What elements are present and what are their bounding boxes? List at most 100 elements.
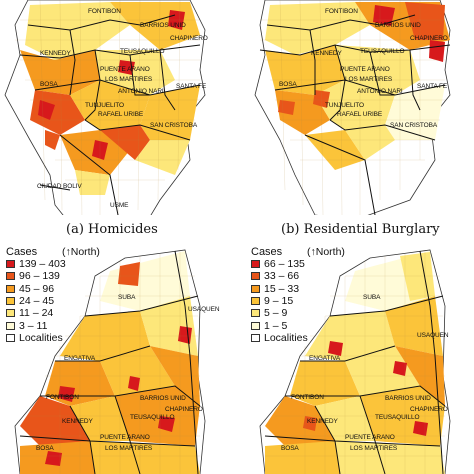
label-fontibon: FONTIBON xyxy=(88,8,121,15)
label-chapinero: CHAPINERO xyxy=(410,406,448,413)
label-tunjuelito: TUNJUELITO xyxy=(85,102,124,109)
legend-swatch xyxy=(6,321,15,330)
legend-bottom-left: Cases (↑North) 139 – 403 96 – 139 45 – 96 2… xyxy=(6,246,116,344)
label-rafael-uribe: RAFAEL URIBE xyxy=(337,111,383,118)
north-indicator: (↑North) xyxy=(307,246,345,258)
legend-title: Cases xyxy=(6,246,38,258)
map-panel-bottom-right: Cases (↑North) 66 – 135 33 – 66 15 – 33 9 –… xyxy=(245,246,474,474)
label-barrios-unidos: BARRIOS UNID xyxy=(385,395,431,402)
legend-swatch xyxy=(251,260,260,269)
legend-item: 15 – 33 xyxy=(251,283,361,295)
label-teusaquillo: TEUSAQUILLO xyxy=(130,414,175,421)
label-puente-aranda: PUENTE ARANO xyxy=(100,434,150,441)
label-antonio-narino: ANTONIO NARI xyxy=(357,88,403,95)
map-panel-residential-burglary: FONTIBON BARRIOS UNID CHAPINERO TEUSAQUI… xyxy=(245,0,474,215)
label-los-martires: LOS MARTIRES xyxy=(105,445,153,452)
bottom-left-map xyxy=(14,249,206,474)
legend-label: 5 – 9 xyxy=(264,307,288,320)
legend-swatch xyxy=(251,333,260,342)
legend-item: 24 – 45 xyxy=(6,295,116,307)
legend-swatch xyxy=(6,309,15,318)
bottom-right-map xyxy=(259,249,451,474)
homicides-map xyxy=(4,0,206,215)
north-indicator: (↑North) xyxy=(62,246,100,258)
legend-label: 11 – 24 xyxy=(19,307,54,320)
label-bosa: BOSA xyxy=(40,81,58,88)
label-los-martires: LOS MARTIRES xyxy=(345,76,393,83)
label-teusaquillo: TEUSAQUILLO xyxy=(120,48,165,55)
caption-residential-burglary: (b) Residential Burglary xyxy=(281,222,440,237)
legend-label: 24 – 45 xyxy=(19,295,55,308)
label-puente-aranda: PUENTE ARANO xyxy=(340,66,390,73)
legend-label: 9 – 15 xyxy=(264,295,294,308)
label-antonio-narino: ANTONIO NARI xyxy=(118,88,164,95)
legend-swatch xyxy=(251,284,260,293)
label-barrios-unidos: BARRIOS UNID xyxy=(140,395,186,402)
legend-item: 9 – 15 xyxy=(251,295,361,307)
label-suba: SUBA xyxy=(118,294,136,301)
label-teusaquillo: TEUSAQUILLO xyxy=(375,414,420,421)
burglary-choropleth xyxy=(265,2,450,170)
label-usaquen: USAQUEN xyxy=(188,306,220,313)
map-panel-bottom-left: Cases (↑North) 139 – 403 96 – 139 45 – 96 2… xyxy=(0,246,230,474)
legend-label: 33 – 66 xyxy=(264,270,300,283)
label-chapinero: CHAPINERO xyxy=(170,35,208,42)
label-kennedy: KENNEDY xyxy=(307,418,338,425)
label-santa-fe: SANTA FE xyxy=(417,83,448,90)
legend-label: Localities xyxy=(264,331,308,344)
label-teusaquillo: TEUSAQUILLO xyxy=(360,48,405,55)
label-engativa: ENGATIVA xyxy=(309,355,341,362)
legend-item: 3 – 11 xyxy=(6,319,116,332)
label-fontibon: FONTIBON xyxy=(291,394,324,401)
legend-item: 1 – 5 xyxy=(251,319,361,332)
label-san-cristobal: SAN CRISTOBA xyxy=(390,122,438,129)
legend-item: 33 – 66 xyxy=(251,270,361,282)
burglary-map xyxy=(254,0,451,215)
label-bosa: BOSA xyxy=(281,445,299,452)
legend-label: 1 – 5 xyxy=(264,319,288,332)
legend-label: 3 – 11 xyxy=(19,319,48,332)
legend-label: 96 – 139 xyxy=(19,270,60,283)
legend-title: Cases xyxy=(251,246,283,258)
legend-swatch xyxy=(6,333,15,342)
map-panel-homicides: FONTIBON BARRIOS UNID CHAPINERO TEUSAQUI… xyxy=(0,0,230,215)
legend-swatch xyxy=(6,284,15,293)
label-barrios-unidos: BARRIOS UNID xyxy=(140,22,186,29)
label-bosa: BOSA xyxy=(279,81,297,88)
legend-label: Localities xyxy=(19,331,63,344)
caption-homicides: (a) Homicides xyxy=(66,222,158,237)
bottom-left-choropleth xyxy=(20,251,200,474)
legend-bottom-right: Cases (↑North) 66 – 135 33 – 66 15 – 33 9 –… xyxy=(251,246,361,344)
legend-swatch xyxy=(251,309,260,318)
legend-item: 5 – 9 xyxy=(251,307,361,319)
label-chapinero: CHAPINERO xyxy=(165,406,203,413)
label-chapinero: CHAPINERO xyxy=(410,35,448,42)
legend-label: 139 – 403 xyxy=(19,258,66,271)
label-suba: SUBA xyxy=(363,294,381,301)
legend-swatch xyxy=(6,297,15,306)
label-usme: USME xyxy=(110,202,129,209)
label-fontibon: FONTIBON xyxy=(46,394,79,401)
label-puente-aranda: PUENTE ARANO xyxy=(100,66,150,73)
legend-item: 139 – 403 xyxy=(6,258,116,270)
legend-item: 45 – 96 xyxy=(6,283,116,295)
homicides-choropleth xyxy=(20,2,200,195)
label-kennedy: KENNEDY xyxy=(40,50,71,57)
legend-swatch xyxy=(251,297,260,306)
label-santa-fe: SANTA FE xyxy=(176,83,207,90)
label-rafael-uribe: RAFAEL URIBE xyxy=(98,111,144,118)
legend-swatch xyxy=(6,260,15,269)
legend-item: 11 – 24 xyxy=(6,307,116,319)
label-los-martires: LOS MARTIRES xyxy=(105,76,153,83)
label-los-martires: LOS MARTIRES xyxy=(350,445,398,452)
label-puente-aranda: PUENTE ARANO xyxy=(345,434,395,441)
legend-item: Localities xyxy=(6,332,116,344)
legend-item: Localities xyxy=(251,332,361,344)
label-tunjuelito: TUNJUELITO xyxy=(325,102,364,109)
label-ciudad-bolivar: CIUDAD BOLIV xyxy=(37,183,82,190)
label-kennedy: KENNEDY xyxy=(62,418,93,425)
label-san-cristobal: SAN CRISTOBA xyxy=(150,122,198,129)
label-barrios-unidos: BARRIOS UNID xyxy=(375,22,421,29)
label-kennedy: KENNEDY xyxy=(311,50,342,57)
label-fontibon: FONTIBON xyxy=(325,8,358,15)
